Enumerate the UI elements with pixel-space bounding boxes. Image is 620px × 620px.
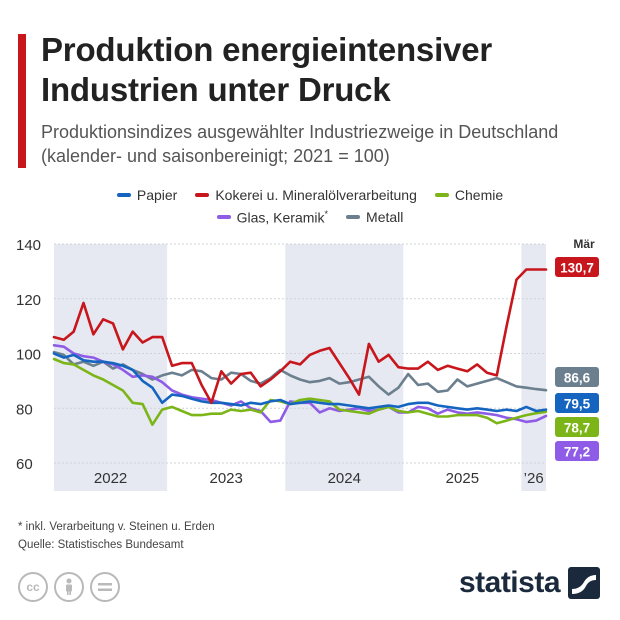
legend-swatch-kokerei — [195, 193, 210, 197]
legend-swatch-papier — [116, 193, 131, 197]
x-year-label-1: 2023 — [210, 470, 243, 487]
end-label-text-3: 77,2 — [564, 445, 590, 460]
footnote: * inkl. Verarbeitung v. Steinen u. Erden — [18, 521, 215, 533]
equals-icon[interactable] — [90, 572, 120, 602]
end-label-box-4 — [555, 367, 599, 387]
legend-label-glas-text: Glas, Keramik — [236, 209, 325, 226]
year-bands — [54, 244, 546, 491]
x-year-label-3: 2025 — [446, 470, 479, 487]
y-tick-label-100: 100 — [16, 347, 41, 364]
source: Quelle: Statistisches Bundesamt — [18, 539, 184, 551]
legend-label-kokerei: Kokerei u. Mineralölverarbeitung — [215, 187, 417, 203]
end-label-box-1 — [555, 257, 599, 277]
chart-subtitle: Produktionsindizes ausgewählter Industri… — [41, 122, 559, 166]
x-year-label-2: 2024 — [328, 470, 361, 487]
legend-item-chemie: Chemie — [434, 187, 504, 203]
legend-swatch-metall — [346, 215, 361, 219]
series-line-1 — [52, 268, 548, 405]
series-line-2 — [52, 357, 548, 426]
legend: Papier Kokerei u. Mineralölverarbeitung … — [0, 184, 620, 228]
legend-swatch-glas — [216, 215, 231, 219]
legend-label-glas: Glas, Keramik* — [237, 209, 328, 226]
end-label-text-1: 130,7 — [560, 261, 594, 276]
end-label-text-2: 78,7 — [564, 421, 590, 436]
legend-label-metall: Metall — [366, 209, 404, 225]
license-icons: cc — [18, 572, 120, 602]
statista-brand[interactable]: statista — [459, 566, 600, 600]
legend-swatch-chemie — [434, 193, 449, 197]
cc-icon[interactable]: cc — [18, 572, 48, 602]
chart-title: Produktion energieintensiver Industrien … — [41, 31, 493, 108]
last-month-label: Mär — [573, 237, 595, 251]
y-tick-label-60: 60 — [16, 456, 33, 473]
legend-label-chemie: Chemie — [454, 187, 504, 203]
series-lines — [52, 268, 548, 426]
y-tick-label-80: 80 — [16, 401, 33, 418]
year-band-2 — [285, 244, 404, 491]
line-chart: 60 80 100 120 140 2022 2023 2024 2025 ’26 Mär 79,… — [16, 237, 599, 491]
footnote-block: * inkl. Verarbeitung v. Steinen u. Erden… — [18, 518, 215, 554]
series-line-0 — [52, 352, 548, 413]
statista-logo-icon — [568, 567, 600, 599]
y-tick-label-120: 120 — [16, 292, 41, 309]
person-icon[interactable] — [54, 572, 84, 602]
legend-item-kokerei: Kokerei u. Mineralölverarbeitung — [195, 187, 417, 203]
series-line-4 — [52, 350, 548, 396]
end-value-labels: Mär 79,5 130,7 78,7 77,2 86,6 — [555, 237, 599, 461]
y-tick-label-140: 140 — [16, 237, 41, 254]
x-year-label-0: 2022 — [94, 470, 127, 487]
year-band-4 — [521, 244, 546, 491]
legend-item-metall: Metall — [346, 209, 403, 225]
end-label-box-0 — [555, 393, 599, 413]
end-label-text-0: 79,5 — [564, 397, 591, 412]
y-axis-labels: 60 80 100 120 140 — [16, 237, 41, 473]
end-label-text-4: 86,6 — [564, 371, 591, 386]
title-accent-bar — [18, 34, 26, 168]
legend-item-papier: Papier — [116, 187, 178, 203]
legend-row-1: Papier Kokerei u. Mineralölverarbeitung … — [0, 184, 620, 206]
x-axis-year-labels: 2022 2023 2024 2025 ’26 — [94, 470, 544, 487]
x-year-label-4: ’26 — [524, 470, 544, 487]
legend-row-2: Glas, Keramik* Metall — [0, 206, 620, 228]
grid-lines — [54, 243, 546, 464]
end-label-box-2 — [555, 417, 599, 437]
legend-item-glas: Glas, Keramik* — [216, 209, 328, 226]
statista-wordmark: statista — [458, 566, 561, 599]
legend-label-papier: Papier — [136, 187, 178, 203]
legend-label-glas-footnote-mark: * — [324, 208, 329, 219]
end-label-box-3 — [555, 441, 599, 461]
